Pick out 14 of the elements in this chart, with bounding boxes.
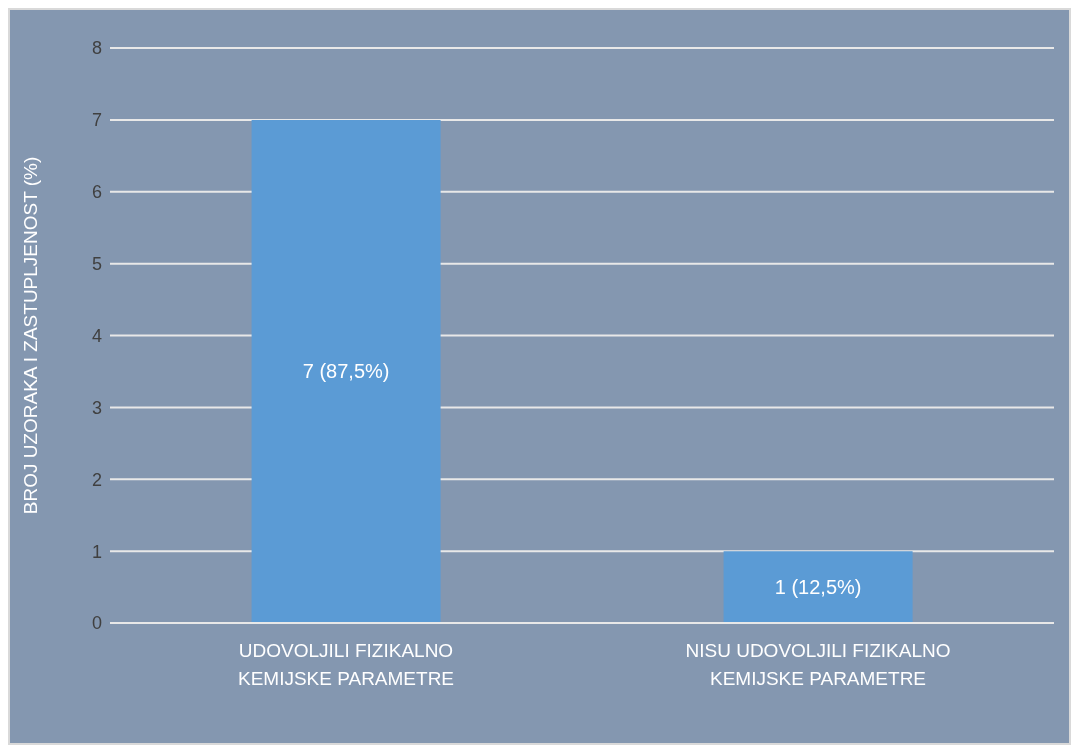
y-tick-label: 6 — [91, 182, 102, 203]
data-label: 7 (87,5%) — [302, 360, 390, 383]
y-tick-label: 1 — [91, 541, 102, 562]
y-tick-label: 8 — [91, 38, 102, 59]
y-tick-label: 7 — [91, 110, 102, 131]
y-tick-label: 2 — [91, 469, 102, 490]
x-tick-label: UDOVOLJILI FIZIKALNO KEMIJSKE PARAMETRE — [237, 640, 455, 689]
data-label: 1 (12,5%) — [774, 576, 862, 599]
y-tick-label: 5 — [91, 254, 102, 275]
y-axis-title: BROJ UZORAKA I ZASTUPLJENOST (%) — [19, 156, 41, 515]
y-tick-label: 3 — [91, 397, 102, 418]
y-tick-label: 0 — [91, 613, 102, 634]
y-tick-label: 4 — [91, 325, 102, 346]
x-tick-label: NISU UDOVOLJILI FIZIKALNO KEMIJSKE PARAMETRE — [685, 640, 951, 689]
